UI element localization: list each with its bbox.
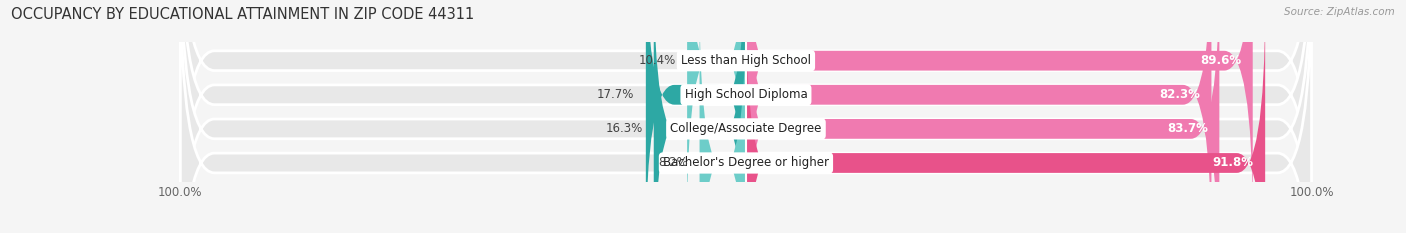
FancyBboxPatch shape: [747, 0, 1219, 233]
FancyBboxPatch shape: [688, 0, 747, 221]
FancyBboxPatch shape: [180, 0, 1312, 233]
Text: 8.2%: 8.2%: [658, 157, 689, 169]
FancyBboxPatch shape: [654, 0, 747, 233]
Text: 16.3%: 16.3%: [605, 122, 643, 135]
Text: High School Diploma: High School Diploma: [685, 88, 807, 101]
Text: 82.3%: 82.3%: [1159, 88, 1201, 101]
Text: 10.4%: 10.4%: [638, 54, 676, 67]
FancyBboxPatch shape: [700, 2, 747, 233]
Text: 83.7%: 83.7%: [1167, 122, 1208, 135]
Text: Source: ZipAtlas.com: Source: ZipAtlas.com: [1284, 7, 1395, 17]
FancyBboxPatch shape: [747, 0, 1212, 233]
Text: Less than High School: Less than High School: [681, 54, 811, 67]
FancyBboxPatch shape: [645, 0, 747, 233]
Text: Bachelor's Degree or higher: Bachelor's Degree or higher: [664, 157, 830, 169]
FancyBboxPatch shape: [747, 0, 1253, 221]
Text: OCCUPANCY BY EDUCATIONAL ATTAINMENT IN ZIP CODE 44311: OCCUPANCY BY EDUCATIONAL ATTAINMENT IN Z…: [11, 7, 474, 22]
Text: 89.6%: 89.6%: [1201, 54, 1241, 67]
FancyBboxPatch shape: [180, 0, 1312, 233]
Text: College/Associate Degree: College/Associate Degree: [671, 122, 821, 135]
FancyBboxPatch shape: [747, 2, 1265, 233]
Text: 17.7%: 17.7%: [598, 88, 634, 101]
Text: 91.8%: 91.8%: [1213, 157, 1254, 169]
FancyBboxPatch shape: [180, 0, 1312, 233]
FancyBboxPatch shape: [180, 0, 1312, 233]
